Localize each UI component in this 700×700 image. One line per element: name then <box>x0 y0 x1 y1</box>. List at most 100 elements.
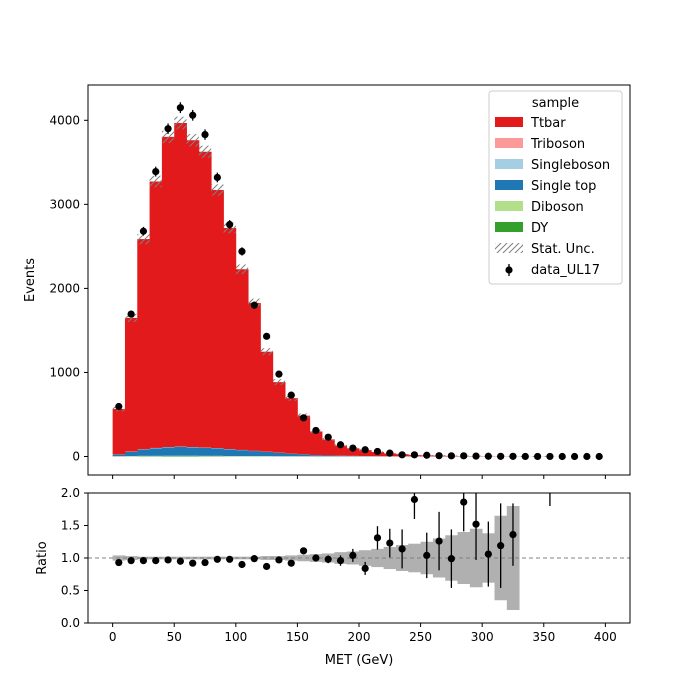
ratio-point <box>139 557 148 565</box>
data-point <box>484 452 492 460</box>
ratio-point <box>484 550 492 558</box>
ratio-y-axis-label: Ratio <box>35 541 50 574</box>
x-tick-label: 50 <box>167 630 182 644</box>
ratio-point <box>287 559 295 567</box>
bar-dy <box>174 456 187 457</box>
bar-ttbar <box>260 351 274 452</box>
stat-unc-bin <box>174 116 187 130</box>
ratio-point <box>435 537 443 545</box>
data-point <box>176 104 184 112</box>
ratio-points <box>115 493 551 588</box>
stat-unc-bin <box>198 145 212 158</box>
y-tick-label: 0 <box>72 450 80 464</box>
legend-label: Triboson <box>530 137 585 152</box>
bar-single-top <box>272 452 286 457</box>
main-y-axis-label: Events <box>23 258 38 302</box>
ratio-point <box>398 545 406 553</box>
data-point <box>373 447 382 456</box>
bar-single-top <box>137 449 150 456</box>
legend-swatch <box>495 159 523 169</box>
ratio-band-bin <box>408 543 421 573</box>
stat-unc-bin <box>149 175 162 188</box>
bar-ttbar <box>137 239 150 450</box>
bar-single-top <box>198 447 212 456</box>
ratio-point <box>472 520 480 528</box>
data-point <box>213 173 221 182</box>
ratio-y-ticks: 0.0 0.5 1.0 1.5 2.0 <box>61 486 88 630</box>
ratio-point <box>250 555 258 563</box>
bar-ttbar <box>309 431 323 455</box>
bar-single-top <box>235 450 249 457</box>
ratio-point <box>164 556 172 564</box>
data-point <box>423 451 431 459</box>
stat-unc-bin <box>272 379 286 386</box>
ratio-point <box>497 542 505 550</box>
bar-ttbar <box>297 415 311 455</box>
bar-single-top <box>223 449 237 457</box>
ratio-point <box>176 557 184 565</box>
stat-unc-bin <box>235 264 249 275</box>
data-point <box>312 426 320 435</box>
bar-ttbar <box>161 136 175 448</box>
legend-label: Stat. Unc. <box>531 242 595 257</box>
legend-swatch <box>495 180 523 190</box>
stat-unc-bin <box>211 184 224 196</box>
ratio-point <box>410 495 419 504</box>
x-tick-label: 200 <box>348 630 371 644</box>
ratio-point <box>189 559 197 567</box>
stat-unc-bin <box>186 134 199 147</box>
legend-swatch <box>495 201 523 211</box>
x-tick-label: 100 <box>224 630 247 644</box>
x-tick-label: 300 <box>471 630 494 644</box>
ratio-point <box>263 562 271 571</box>
ratio-band-bin <box>186 556 200 560</box>
ratio-band-bin <box>198 556 212 560</box>
bar-single-top <box>309 455 323 457</box>
y-tick-label: 2000 <box>49 281 80 295</box>
data-point <box>349 444 357 452</box>
data-point <box>115 402 123 411</box>
data-point <box>497 452 505 460</box>
y-tick-label: 0.5 <box>61 584 80 598</box>
data-point <box>189 111 197 119</box>
data-point <box>521 452 529 461</box>
ratio-point <box>238 560 246 569</box>
legend-swatch <box>495 117 523 127</box>
bar-dy <box>186 456 200 457</box>
stat-unc-bin <box>260 348 273 356</box>
y-tick-label: 0.0 <box>61 616 80 630</box>
x-tick-label: 150 <box>286 630 309 644</box>
data-point <box>595 452 603 461</box>
bar-ttbar <box>124 317 138 452</box>
data-point <box>398 451 406 459</box>
ratio-point <box>349 551 357 560</box>
y-tick-label: 2.0 <box>61 486 80 500</box>
main-x-ticks <box>112 475 606 479</box>
bar-single-top <box>322 455 335 457</box>
data-point <box>570 452 579 461</box>
legend-label: data_UL17 <box>531 263 600 278</box>
bar-single-top <box>285 453 298 457</box>
bar-single-top <box>161 447 175 456</box>
legend-title: sample <box>532 96 579 111</box>
bar-ttbar <box>248 302 261 451</box>
bar-ttbar <box>112 409 126 455</box>
bar-ttbar <box>174 122 187 447</box>
legend-swatch <box>495 138 523 148</box>
legend-label: DY <box>531 221 548 236</box>
bar-ttbar <box>211 189 224 449</box>
y-tick-label: 1000 <box>49 365 80 379</box>
bar-single-top <box>112 454 126 457</box>
data-point <box>534 452 542 461</box>
stat-unc-bin <box>161 130 175 144</box>
bar-single-top <box>297 454 311 457</box>
data-points <box>115 102 603 461</box>
ratio-band-bin <box>297 554 311 562</box>
ratio-point <box>201 558 209 567</box>
legend-label: Singleboson <box>531 158 610 173</box>
ratio-point <box>324 555 332 563</box>
ratio-point <box>336 557 345 565</box>
y-tick-label: 1.0 <box>61 551 80 565</box>
data-point <box>287 391 295 399</box>
